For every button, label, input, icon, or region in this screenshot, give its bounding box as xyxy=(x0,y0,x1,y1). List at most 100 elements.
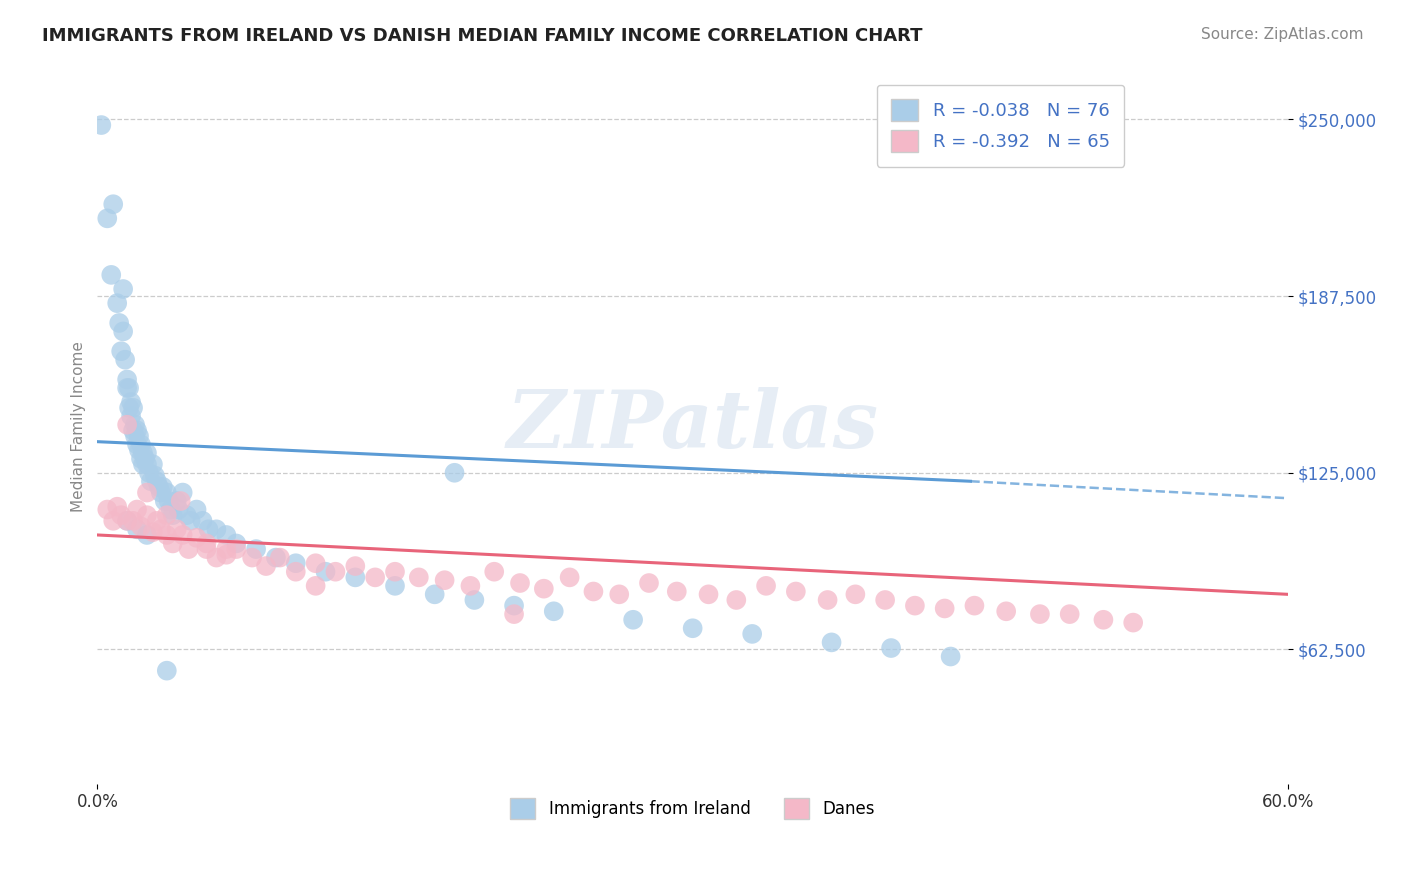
Point xyxy=(156,664,179,678)
Point xyxy=(205,522,228,536)
Point xyxy=(103,197,125,211)
Point xyxy=(136,485,159,500)
Point xyxy=(146,475,169,489)
Point xyxy=(755,579,778,593)
Point xyxy=(384,579,406,593)
Point xyxy=(195,542,218,557)
Point xyxy=(129,437,152,451)
Point xyxy=(153,494,176,508)
Point xyxy=(105,500,128,514)
Point xyxy=(166,522,188,536)
Point xyxy=(254,559,277,574)
Point xyxy=(304,556,326,570)
Point xyxy=(904,599,927,613)
Point xyxy=(156,485,179,500)
Point xyxy=(143,468,166,483)
Point xyxy=(134,451,156,466)
Point xyxy=(132,458,155,472)
Point xyxy=(725,593,748,607)
Point xyxy=(875,593,897,607)
Point xyxy=(115,417,138,432)
Point xyxy=(115,514,138,528)
Point xyxy=(325,565,347,579)
Point xyxy=(682,621,704,635)
Point xyxy=(149,485,172,500)
Point xyxy=(460,579,482,593)
Point xyxy=(844,587,866,601)
Point xyxy=(197,522,219,536)
Point xyxy=(741,627,763,641)
Point xyxy=(132,446,155,460)
Point xyxy=(172,485,194,500)
Point xyxy=(186,502,208,516)
Point xyxy=(225,542,247,557)
Point xyxy=(344,570,367,584)
Point xyxy=(136,458,159,472)
Text: ZIPatlas: ZIPatlas xyxy=(506,387,879,465)
Point xyxy=(697,587,720,601)
Point xyxy=(1122,615,1144,630)
Point xyxy=(443,466,465,480)
Point xyxy=(120,395,142,409)
Point xyxy=(125,502,148,516)
Point xyxy=(125,423,148,437)
Point xyxy=(1092,613,1115,627)
Point xyxy=(503,607,526,621)
Point xyxy=(142,458,165,472)
Point xyxy=(122,423,145,437)
Point xyxy=(423,587,446,601)
Text: IMMIGRANTS FROM IRELAND VS DANISH MEDIAN FAMILY INCOME CORRELATION CHART: IMMIGRANTS FROM IRELAND VS DANISH MEDIAN… xyxy=(42,27,922,45)
Text: Source: ZipAtlas.com: Source: ZipAtlas.com xyxy=(1201,27,1364,42)
Point xyxy=(503,599,526,613)
Point xyxy=(103,514,125,528)
Point xyxy=(543,604,565,618)
Point xyxy=(110,508,132,523)
Point xyxy=(533,582,555,596)
Point xyxy=(115,372,138,386)
Point xyxy=(136,508,159,523)
Point xyxy=(118,401,141,415)
Point xyxy=(152,480,174,494)
Point xyxy=(186,531,208,545)
Point xyxy=(122,401,145,415)
Point xyxy=(142,525,165,540)
Point xyxy=(118,381,141,395)
Point xyxy=(124,417,146,432)
Point xyxy=(172,528,194,542)
Point xyxy=(817,593,839,607)
Point xyxy=(191,514,214,528)
Point xyxy=(177,542,200,557)
Point xyxy=(195,536,218,550)
Point xyxy=(125,437,148,451)
Point xyxy=(112,282,135,296)
Point xyxy=(96,502,118,516)
Point xyxy=(264,550,287,565)
Point xyxy=(114,352,136,367)
Point xyxy=(315,565,337,579)
Y-axis label: Median Family Income: Median Family Income xyxy=(72,341,86,512)
Point xyxy=(225,536,247,550)
Point xyxy=(148,480,170,494)
Point xyxy=(463,593,485,607)
Point xyxy=(607,587,630,601)
Point xyxy=(245,542,267,557)
Point xyxy=(110,344,132,359)
Point xyxy=(115,514,138,528)
Point xyxy=(122,514,145,528)
Point xyxy=(384,565,406,579)
Point xyxy=(162,508,184,523)
Point xyxy=(215,528,238,542)
Point xyxy=(149,522,172,536)
Point xyxy=(120,409,142,424)
Point xyxy=(170,494,193,508)
Point xyxy=(995,604,1018,618)
Point xyxy=(665,584,688,599)
Point xyxy=(136,446,159,460)
Point xyxy=(146,514,169,528)
Point xyxy=(205,550,228,565)
Point xyxy=(128,429,150,443)
Point xyxy=(129,451,152,466)
Point xyxy=(115,381,138,395)
Point xyxy=(939,649,962,664)
Point xyxy=(157,494,180,508)
